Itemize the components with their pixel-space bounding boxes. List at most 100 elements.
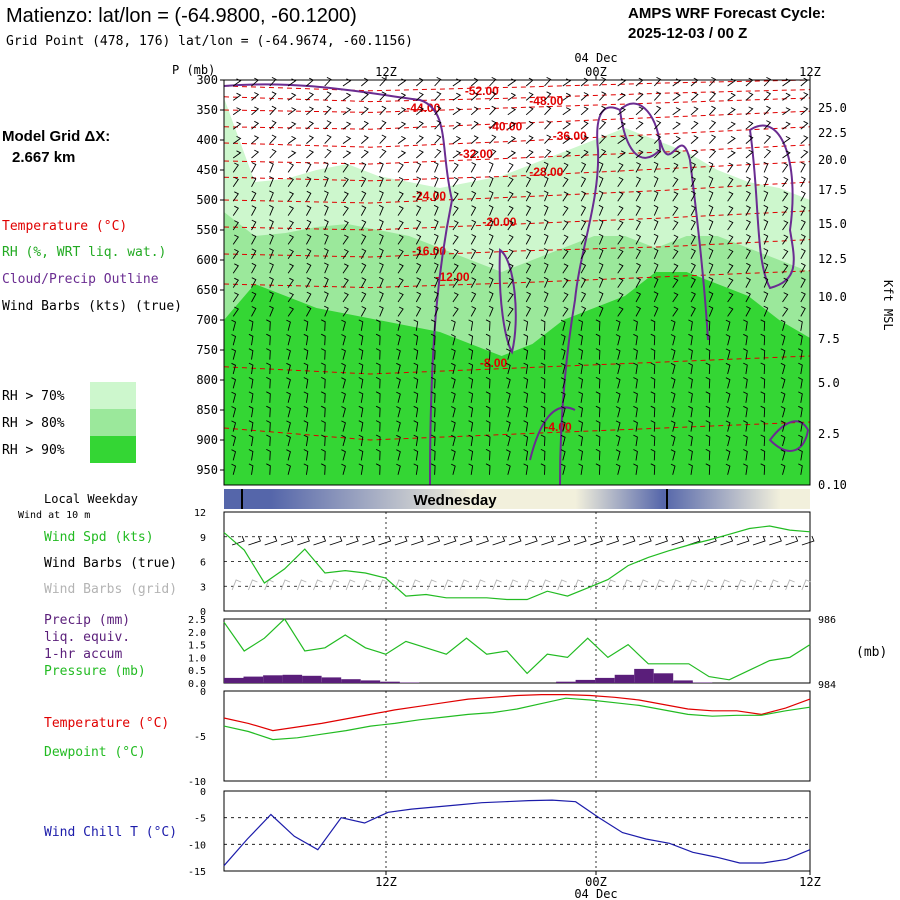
- wind-barb: [760, 420, 766, 432]
- wind-barb: [688, 434, 693, 447]
- wind-barb: [560, 377, 566, 389]
- wind-barb: [324, 134, 332, 144]
- wind-barb: [653, 248, 659, 259]
- height-axis-title: Kft MSL: [881, 280, 895, 331]
- true-wind-barb: [801, 535, 815, 546]
- panel-tick-label: 2.5: [188, 615, 206, 626]
- grid-wind-barb: [638, 579, 649, 591]
- wind-barb: [560, 449, 566, 461]
- wind-barb: [287, 234, 294, 245]
- wind-barb: [452, 220, 459, 231]
- wind-barb: [286, 391, 291, 403]
- wind-barb: [760, 463, 766, 475]
- legend-cloud-outline: Cloud/Precip Outline: [2, 272, 159, 287]
- wind-barb: [286, 434, 291, 447]
- wind-barb: [727, 78, 736, 87]
- wind-barb: [670, 449, 676, 461]
- wind-barb: [525, 135, 534, 144]
- pressure-tick-label: 400: [196, 133, 218, 147]
- wind-barb: [798, 362, 803, 375]
- wind-barb: [672, 78, 681, 87]
- wind-barb: [342, 205, 349, 216]
- grid-wind-barb: [329, 579, 339, 591]
- top-tick-12z-a: 12Z: [375, 65, 397, 79]
- wind-barb: [266, 405, 271, 418]
- wind-barb: [650, 420, 656, 432]
- wind-barb: [232, 191, 239, 202]
- pressure-tick-label: 450: [196, 163, 218, 177]
- wind-barb: [690, 190, 696, 202]
- wind-barb: [708, 105, 717, 116]
- station-title: Matienzo: lat/lon = (-64.9800, -60.1200): [6, 5, 357, 27]
- top-tick-00z: 00Z: [585, 65, 607, 79]
- wind-barb: [578, 463, 583, 475]
- grid-wind-barb: [361, 579, 372, 591]
- wind-barb: [397, 121, 407, 130]
- wind-barb: [470, 291, 477, 303]
- wind-barb: [232, 121, 242, 130]
- grid-wind-barb: [231, 579, 242, 591]
- wind-barb: [745, 234, 751, 245]
- wind-barb: [269, 76, 277, 87]
- wind-barb: [562, 277, 569, 288]
- wind-barb: [544, 76, 552, 87]
- wind-barb: [232, 150, 242, 159]
- true-wind-barb: [297, 535, 310, 546]
- wind-barb: [650, 405, 656, 418]
- wind-barb: [468, 434, 474, 447]
- wind-barb: [375, 391, 381, 403]
- wind-barb: [798, 377, 803, 389]
- wind-barb: [672, 277, 679, 288]
- wind-barb: [560, 463, 566, 475]
- wind-barb: [266, 463, 271, 475]
- wind-barb: [450, 348, 456, 360]
- grid-wind-barb: [736, 579, 746, 591]
- wind-barb: [690, 262, 696, 274]
- wind-barb: [633, 434, 638, 447]
- wind-barb: [430, 376, 436, 389]
- wind-barb: [708, 276, 714, 288]
- wind-barb: [360, 205, 367, 216]
- wind-barb: [324, 148, 332, 159]
- wind-barb: [780, 319, 786, 331]
- wind-panel: 0 3 6 9 12: [194, 508, 815, 618]
- wind-barb: [525, 190, 532, 202]
- grid-wind-barb: [280, 579, 291, 591]
- wind-barb: [489, 148, 497, 159]
- isotherm-label: -8.00: [480, 356, 508, 370]
- wind-barb: [688, 348, 693, 360]
- isotherm-label: -12.00: [436, 270, 470, 284]
- wind-barb: [413, 362, 419, 375]
- wind-barb: [251, 277, 257, 288]
- wind-barb: [540, 463, 546, 475]
- precip-bar: [614, 674, 635, 683]
- legend-precip: Precip (mm): [44, 613, 130, 628]
- wind-barb: [452, 263, 459, 274]
- wind-barb: [485, 362, 491, 375]
- wind-barb: [342, 121, 352, 130]
- true-wind-barb: [622, 535, 636, 546]
- wind-barb: [615, 434, 621, 447]
- wind-barb: [232, 220, 239, 231]
- wind-barb: [540, 348, 546, 360]
- wind-barb: [323, 161, 329, 173]
- wind-barb: [251, 219, 257, 231]
- legend-wind-chill: Wind Chill T (°C): [44, 825, 177, 840]
- wind-barb: [745, 176, 751, 188]
- panel-tick-label: -5: [194, 814, 206, 825]
- wind-barb: [378, 262, 384, 274]
- pressure-tick-label: 750: [196, 343, 218, 357]
- wind-barb: [800, 106, 809, 116]
- wind-barb: [653, 148, 662, 159]
- true-wind-barb: [378, 535, 392, 546]
- wind-barb: [705, 376, 711, 389]
- wind-barb: [525, 291, 532, 303]
- wind-barb: [705, 434, 711, 447]
- wind-barb: [800, 291, 806, 303]
- wind-barb: [617, 176, 624, 188]
- height-tick-label: 20.0: [818, 153, 847, 167]
- wind-barb: [543, 291, 549, 303]
- wind-barb: [617, 248, 624, 260]
- height-tick-label: 0.10: [818, 478, 847, 492]
- precip-bar: [341, 679, 361, 683]
